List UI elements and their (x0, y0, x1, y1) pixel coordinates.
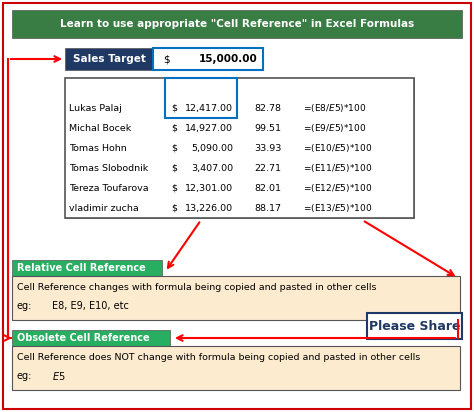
Text: Lukas Palaj: Lukas Palaj (69, 103, 122, 112)
Text: =(E11/$E$5)*100: =(E11/$E$5)*100 (303, 162, 372, 174)
Text: E8, E9, E10, etc: E8, E9, E10, etc (52, 301, 129, 311)
Text: 22.71: 22.71 (255, 164, 282, 173)
Text: =(E10/$E$5)*100: =(E10/$E$5)*100 (303, 142, 372, 154)
Text: 82.78: 82.78 (255, 103, 282, 112)
Text: Target %: Target % (242, 83, 294, 93)
Bar (12, 10, 462, 38)
Bar (153, 48, 263, 70)
Text: 12,417.00: 12,417.00 (185, 103, 233, 112)
Text: =(E13/$E$5)*100: =(E13/$E$5)*100 (303, 202, 372, 214)
Bar (65, 48, 153, 70)
Text: Cell Reference changes with formula being copied and pasted in other cells: Cell Reference changes with formula bein… (17, 283, 376, 293)
Text: 5,090.00: 5,090.00 (191, 143, 233, 152)
Bar (12, 346, 460, 390)
Text: 15,000.00: 15,000.00 (199, 54, 258, 64)
Text: Sales Target: Sales Target (73, 54, 146, 64)
Bar (65, 138, 414, 158)
Text: $: $ (171, 103, 177, 112)
Bar (65, 78, 414, 218)
Text: Sales: Sales (185, 83, 217, 93)
Text: =(E12/$E$5)*100: =(E12/$E$5)*100 (303, 182, 372, 194)
Text: Obsolete Cell Reference: Obsolete Cell Reference (17, 333, 150, 343)
Text: $: $ (171, 164, 177, 173)
Text: 82.01: 82.01 (255, 183, 282, 192)
Text: $: $ (171, 124, 177, 133)
Text: eg:: eg: (17, 301, 32, 311)
Text: =(E9/$E$5)*100: =(E9/$E$5)*100 (303, 122, 366, 134)
Text: $: $ (163, 54, 170, 64)
Text: Tomas Hohn: Tomas Hohn (69, 143, 127, 152)
Text: vladimir zucha: vladimir zucha (69, 204, 139, 213)
Bar (65, 158, 414, 178)
Text: =(E8/$E$5)*100: =(E8/$E$5)*100 (303, 102, 366, 114)
Text: 88.17: 88.17 (255, 204, 282, 213)
Bar (65, 98, 414, 118)
Bar (65, 78, 414, 98)
Text: Relative Cell Reference: Relative Cell Reference (17, 263, 146, 273)
Text: Formula: Formula (332, 83, 381, 93)
Text: Tomas Slobodnik: Tomas Slobodnik (69, 164, 148, 173)
Bar (65, 178, 414, 198)
Text: $E$5: $E$5 (52, 370, 65, 382)
Bar (367, 313, 462, 339)
Text: eg:: eg: (17, 371, 32, 381)
Text: 13,226.00: 13,226.00 (185, 204, 233, 213)
Text: 3,407.00: 3,407.00 (191, 164, 233, 173)
Text: $: $ (171, 183, 177, 192)
Text: Please Share: Please Share (369, 319, 460, 332)
Text: $: $ (171, 204, 177, 213)
Bar (12, 330, 170, 346)
Text: 99.51: 99.51 (255, 124, 282, 133)
Bar (65, 198, 414, 218)
Text: 33.93: 33.93 (255, 143, 282, 152)
Bar (12, 276, 460, 320)
Text: Michal Bocek: Michal Bocek (69, 124, 131, 133)
Text: $: $ (171, 143, 177, 152)
Text: 14,927.00: 14,927.00 (185, 124, 233, 133)
Text: Tereza Toufarova: Tereza Toufarova (69, 183, 149, 192)
Bar (12, 260, 162, 276)
Text: Learn to use appropriate "Cell Reference" in Excel Formulas: Learn to use appropriate "Cell Reference… (60, 19, 414, 29)
Bar (165, 78, 237, 118)
Bar (65, 118, 414, 138)
Text: Cell Reference does NOT change with formula being copied and pasted in other cel: Cell Reference does NOT change with form… (17, 353, 420, 363)
Text: 12,301.00: 12,301.00 (185, 183, 233, 192)
Text: Name: Name (98, 83, 132, 93)
